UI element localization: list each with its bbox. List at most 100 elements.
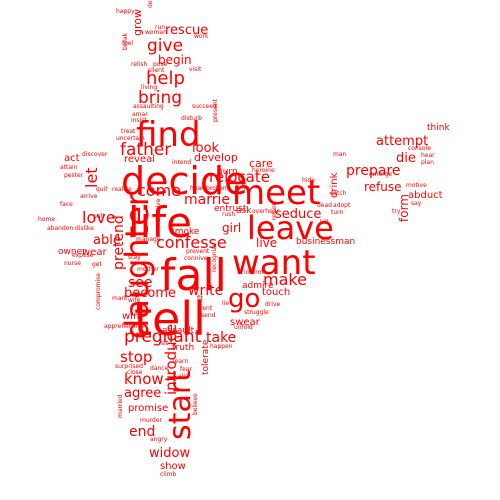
word: connive bbox=[184, 255, 208, 262]
word: abandon bbox=[47, 225, 74, 232]
word: rent bbox=[200, 305, 213, 312]
word: console bbox=[408, 145, 431, 152]
word: relocate bbox=[209, 168, 270, 186]
word: desert bbox=[147, 0, 154, 8]
word: meet bbox=[232, 173, 321, 213]
word: break bbox=[122, 33, 129, 50]
word: find bbox=[136, 115, 201, 155]
word: entrust bbox=[214, 204, 247, 214]
word: prepare bbox=[346, 163, 401, 179]
word: motive bbox=[406, 182, 427, 189]
word: promise bbox=[128, 403, 169, 414]
word: attempt bbox=[376, 134, 429, 149]
word: reveal bbox=[124, 154, 156, 165]
word: work bbox=[194, 33, 209, 40]
word: life bbox=[128, 198, 192, 247]
word: kill bbox=[320, 219, 329, 226]
word: silent bbox=[148, 67, 165, 74]
word: nurse bbox=[64, 260, 81, 267]
word: love bbox=[82, 208, 116, 227]
word: turn bbox=[331, 209, 344, 216]
word: adopt bbox=[333, 202, 351, 209]
word: murder bbox=[140, 417, 162, 424]
word: think bbox=[427, 123, 450, 133]
word: catch bbox=[330, 190, 347, 197]
word: deceive bbox=[155, 198, 162, 222]
word: say bbox=[411, 200, 422, 207]
word: act bbox=[64, 153, 80, 164]
word: happy bbox=[116, 8, 135, 15]
word: try bbox=[392, 208, 401, 215]
word: expose bbox=[72, 252, 94, 259]
word: fit bbox=[197, 295, 204, 302]
word: send bbox=[201, 312, 216, 319]
word: smoke bbox=[170, 227, 200, 237]
word: woman bbox=[145, 29, 167, 36]
word: mother bbox=[137, 266, 159, 273]
word: burn bbox=[217, 167, 238, 177]
word: compromise bbox=[95, 273, 102, 310]
word: look bbox=[192, 141, 220, 156]
word: touch bbox=[262, 287, 291, 298]
word: tell bbox=[134, 292, 206, 346]
word: assaulting bbox=[133, 103, 164, 110]
word: get bbox=[92, 261, 102, 268]
word: recognize bbox=[211, 242, 218, 272]
word: go bbox=[228, 284, 261, 314]
word: rescue bbox=[165, 23, 209, 38]
word: girl bbox=[222, 221, 242, 235]
word: stay bbox=[128, 254, 141, 261]
word: help bbox=[146, 68, 185, 89]
word: attain bbox=[60, 164, 78, 171]
word: intend bbox=[172, 159, 192, 166]
word: swear bbox=[230, 317, 260, 328]
word: dislike bbox=[75, 225, 94, 232]
word: wear bbox=[82, 247, 107, 258]
word: happen bbox=[210, 343, 233, 350]
word: agree bbox=[124, 386, 162, 401]
word: develop bbox=[194, 151, 238, 164]
word: write bbox=[188, 283, 224, 299]
word: surprised bbox=[115, 363, 143, 370]
word: rush bbox=[222, 211, 236, 218]
word: admire bbox=[242, 281, 274, 291]
word: bring bbox=[138, 88, 183, 108]
word: father bbox=[120, 140, 172, 160]
word: refuse bbox=[364, 180, 402, 194]
word: leave bbox=[247, 209, 334, 247]
word: take bbox=[206, 330, 237, 346]
word: present bbox=[212, 99, 219, 122]
word: discover bbox=[82, 151, 108, 158]
word: uncertain bbox=[116, 135, 145, 142]
word: apprehensive bbox=[104, 323, 145, 330]
word: lie bbox=[222, 300, 230, 307]
word: struggle bbox=[244, 309, 269, 316]
word: come bbox=[137, 181, 182, 200]
word: end bbox=[129, 424, 156, 440]
word: face bbox=[60, 201, 73, 208]
word: fall bbox=[160, 250, 227, 301]
word: widow bbox=[149, 446, 191, 461]
word: realize bbox=[112, 186, 132, 193]
word: close bbox=[127, 369, 143, 376]
word: emerge bbox=[369, 171, 393, 178]
word: living bbox=[141, 84, 158, 91]
word: win bbox=[122, 311, 140, 322]
word: believe bbox=[192, 393, 199, 415]
word: stop bbox=[120, 348, 153, 366]
word: learn bbox=[173, 358, 189, 365]
word: seduce bbox=[275, 207, 322, 222]
word: succeed bbox=[192, 103, 217, 110]
word: relish bbox=[131, 61, 148, 68]
word: truth bbox=[172, 343, 195, 353]
word: home bbox=[38, 216, 56, 223]
word: feel bbox=[122, 40, 134, 47]
word: disturb bbox=[181, 115, 203, 122]
word: decide bbox=[121, 159, 248, 203]
word: manage bbox=[136, 236, 161, 243]
word: assault bbox=[162, 326, 195, 336]
word: pester bbox=[64, 172, 84, 179]
word: wife bbox=[128, 297, 141, 304]
word: care bbox=[249, 157, 273, 170]
